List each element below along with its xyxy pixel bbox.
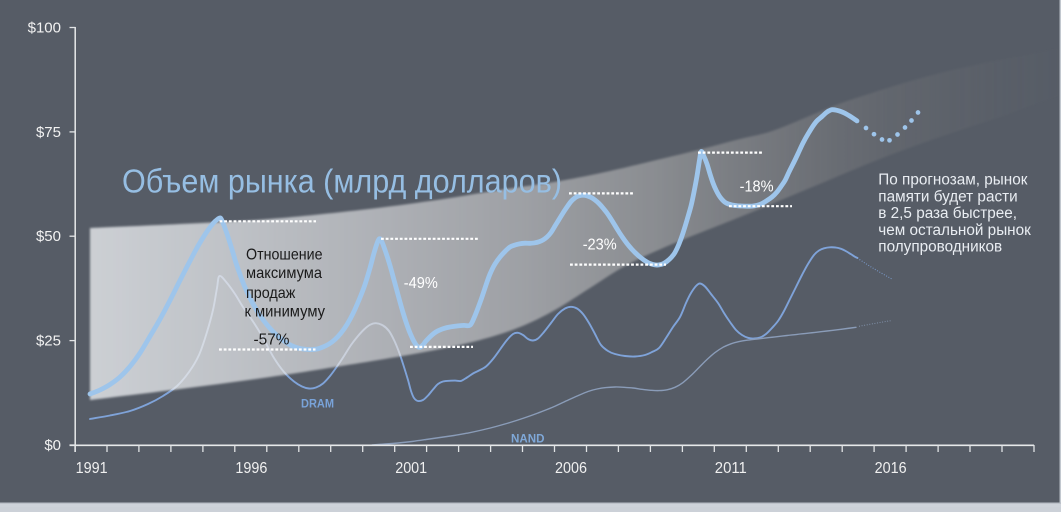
svg-text:2001: 2001 xyxy=(395,460,427,477)
svg-text:-57%: -57% xyxy=(254,332,290,349)
svg-text:2016: 2016 xyxy=(875,460,907,477)
svg-text:NAND: NAND xyxy=(511,433,545,445)
svg-text:памяти будет расти: памяти будет расти xyxy=(878,188,1017,205)
svg-text:чем остальной рынок: чем остальной рынок xyxy=(878,222,1031,239)
svg-text:По прогнозам, рынок: По прогнозам, рынок xyxy=(878,172,1027,189)
svg-text:-18%: -18% xyxy=(740,179,774,196)
svg-text:DRAM: DRAM xyxy=(301,398,334,410)
svg-text:продаж: продаж xyxy=(246,285,296,302)
svg-text:$50: $50 xyxy=(36,228,61,245)
svg-text:-23%: -23% xyxy=(583,237,617,254)
svg-text:2011: 2011 xyxy=(715,460,747,477)
svg-text:$75: $75 xyxy=(36,124,61,141)
svg-text:полупроводников: полупроводников xyxy=(878,239,1002,256)
svg-text:$0: $0 xyxy=(44,437,61,454)
svg-text:максимума: максимума xyxy=(246,265,322,282)
svg-text:1996: 1996 xyxy=(235,460,267,477)
svg-text:Отношение: Отношение xyxy=(246,247,323,264)
svg-text:$25: $25 xyxy=(36,333,61,350)
svg-text:2006: 2006 xyxy=(555,460,587,477)
svg-text:Объем рынка (млрд долларов): Объем рынка (млрд долларов) xyxy=(122,164,562,201)
svg-text:$100: $100 xyxy=(28,20,61,37)
svg-text:в 2,5 раза быстрее,: в 2,5 раза быстрее, xyxy=(878,205,1017,222)
svg-text:1991: 1991 xyxy=(76,460,108,477)
svg-text:-49%: -49% xyxy=(404,275,438,292)
svg-text:к минимуму: к минимуму xyxy=(245,303,326,320)
